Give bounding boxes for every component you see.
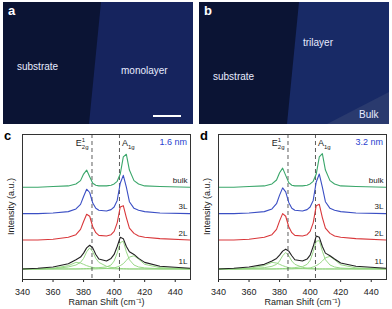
svg-text:E12g: E12g xyxy=(272,137,285,150)
svg-text:bulk: bulk xyxy=(173,176,189,185)
svg-text:420: 420 xyxy=(137,287,152,297)
svg-text:340: 340 xyxy=(211,287,226,297)
svg-text:2L: 2L xyxy=(375,229,384,238)
svg-text:380: 380 xyxy=(76,287,91,297)
svg-text:Raman Shift (cm⁻¹): Raman Shift (cm⁻¹) xyxy=(264,297,340,307)
svg-text:Raman Shift (cm⁻¹): Raman Shift (cm⁻¹) xyxy=(68,297,144,307)
svg-text:b: b xyxy=(204,3,212,18)
svg-text:3L: 3L xyxy=(179,202,188,211)
svg-text:3.2 nm: 3.2 nm xyxy=(355,137,383,147)
svg-text:380: 380 xyxy=(272,287,287,297)
svg-text:Intensity (a.u.): Intensity (a.u.) xyxy=(6,178,16,235)
svg-text:360: 360 xyxy=(242,287,257,297)
svg-text:400: 400 xyxy=(303,287,318,297)
svg-text:1L: 1L xyxy=(375,257,384,266)
svg-text:Intensity (a.u.): Intensity (a.u.) xyxy=(202,178,212,235)
svg-text:3L: 3L xyxy=(375,202,384,211)
svg-text:A1g: A1g xyxy=(122,138,135,150)
svg-text:trilayer: trilayer xyxy=(303,37,334,48)
svg-text:substrate: substrate xyxy=(213,71,255,82)
svg-text:bulk: bulk xyxy=(369,176,385,185)
svg-text:440: 440 xyxy=(364,287,379,297)
svg-text:440: 440 xyxy=(168,287,183,297)
svg-text:a: a xyxy=(8,3,16,18)
html-text:c: c xyxy=(4,128,12,143)
svg-text:substrate: substrate xyxy=(17,61,59,72)
svg-text:1.6 nm: 1.6 nm xyxy=(159,137,187,147)
svg-text:2L: 2L xyxy=(179,229,188,238)
svg-text:E12g: E12g xyxy=(76,137,89,150)
svg-text:1L: 1L xyxy=(179,257,188,266)
svg-text:A1g: A1g xyxy=(318,138,331,150)
svg-text:monolayer: monolayer xyxy=(121,65,168,76)
svg-text:400: 400 xyxy=(107,287,122,297)
svg-text:Bulk: Bulk xyxy=(359,109,379,120)
svg-text:340: 340 xyxy=(15,287,30,297)
svg-text:420: 420 xyxy=(333,287,348,297)
svg-text:360: 360 xyxy=(46,287,61,297)
html-text:d: d xyxy=(200,128,208,143)
